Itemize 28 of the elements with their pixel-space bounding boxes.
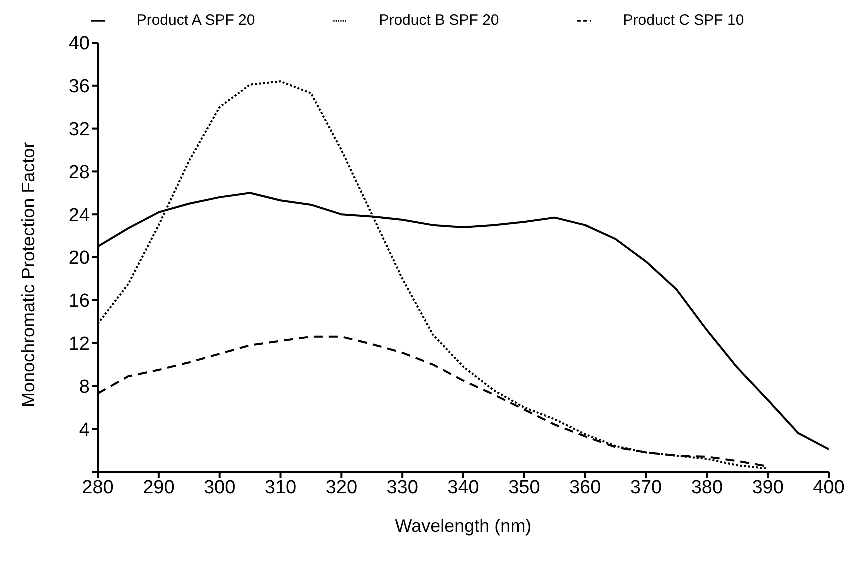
x-tick-label: 300 <box>204 477 236 498</box>
y-tick-label: 40 <box>68 34 90 55</box>
y-tick-label: 8 <box>79 376 90 398</box>
legend-label: Product B SPF 20 <box>379 12 500 29</box>
x-tick-label: 280 <box>82 477 114 498</box>
x-tick-label: 290 <box>143 477 175 498</box>
x-tick-label: 370 <box>630 477 662 498</box>
y-tick-label: 28 <box>68 162 90 184</box>
x-tick-label: 310 <box>264 477 297 498</box>
y-tick-label: 20 <box>68 248 90 270</box>
y-tick-label: 4 <box>79 420 90 441</box>
x-tick-label: 380 <box>691 477 724 498</box>
x-tick-label: 400 <box>813 477 845 498</box>
y-tick-label: 36 <box>68 76 90 98</box>
legend-label: Product C SPF 10 <box>623 12 744 29</box>
legend-label: Product A SPF 20 <box>136 12 256 29</box>
x-tick-label: 360 <box>569 477 602 498</box>
x-tick-label: 350 <box>508 477 540 498</box>
y-tick-label: 16 <box>68 291 90 312</box>
y-axis-title: Monochromatic Protection Factor <box>18 142 38 408</box>
y-tick-label: 32 <box>68 120 90 141</box>
x-tick-label: 320 <box>326 477 358 498</box>
y-tick-label: 24 <box>68 205 90 226</box>
y-tick-label: 12 <box>68 334 90 356</box>
x-tick-label: 340 <box>448 477 480 498</box>
x-tick-label: 390 <box>752 477 784 498</box>
x-tick-label: 330 <box>386 477 418 498</box>
x-axis-title: Wavelength (nm) <box>395 516 532 536</box>
